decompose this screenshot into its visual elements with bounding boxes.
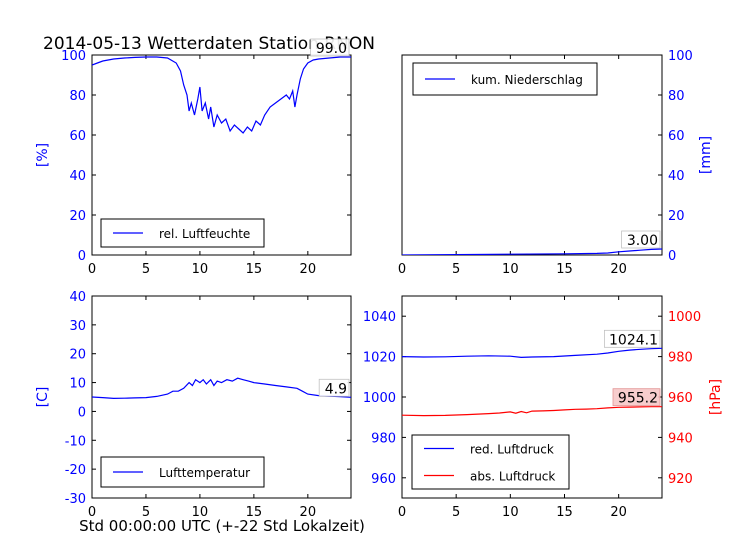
humidity-xtick-label: 5	[142, 262, 150, 277]
temperature-legend-label: Lufttemperatur	[159, 466, 250, 480]
temperature-annotation-label: 4.9	[325, 381, 347, 397]
humidity-ytick-label: 20	[69, 209, 86, 224]
precipitation-legend: kum. Niederschlag	[412, 62, 598, 96]
pressure-ytick-label-right: 940	[668, 431, 693, 446]
figure-title: 2014-05-13 Wetterdaten Station RNON	[43, 34, 375, 54]
pressure-xtick-label: 0	[398, 505, 406, 520]
pressure-series-line-0	[402, 347, 662, 359]
pressure-xtick-label: 20	[610, 505, 627, 520]
temperature-ytick-label: 20	[69, 348, 86, 363]
pressure-legend-label: red. Luftdruck	[470, 443, 554, 457]
pressure-ytick-label: 980	[371, 431, 396, 446]
pressure-annotation-label: 955.2	[618, 391, 658, 407]
chart-precipitation: 0 5 10 15 20 0 20 40 60 80 100 [mm] 3.00 kum. Nieders…	[398, 49, 714, 277]
temperature-xtick-label: 15	[246, 505, 263, 520]
pressure-ylabel-right: [hPa]	[708, 379, 724, 415]
pressure-legend-box	[411, 434, 570, 490]
precipitation-ytick-label: 80	[668, 89, 685, 104]
precipitation-ytick-label: 100	[668, 49, 693, 64]
pressure-xtick-label: 15	[556, 505, 573, 520]
precipitation-xtick-label: 20	[610, 262, 627, 277]
pressure-ytick-label-right: 920	[668, 472, 693, 487]
precipitation-ytick-label: 60	[668, 129, 685, 144]
temperature-xtick-label: 20	[300, 505, 317, 520]
humidity-legend-label: rel. Luftfeuchte	[159, 227, 250, 241]
precipitation-ylabel: [mm]	[698, 136, 714, 174]
temperature-ylabel: [C]	[35, 387, 51, 408]
pressure-annotation-label: 1024.1	[609, 332, 658, 348]
humidity-ytick-label: 80	[69, 89, 86, 104]
temperature-legend: Lufttemperatur	[100, 456, 265, 488]
pressure-annotation-box	[612, 388, 661, 407]
humidity-ytick-label: 60	[69, 129, 86, 144]
precipitation-xtick-label: 5	[452, 262, 460, 277]
temperature-ytick-label: -20	[65, 463, 86, 478]
precipitation-ytick-label: 0	[668, 249, 676, 264]
pressure-xtick-label: 5	[452, 505, 460, 520]
pressure-legend-label: abs. Luftdruck	[470, 470, 555, 484]
pressure-ytick-label-right: 980	[668, 351, 693, 366]
temperature-xtick-label: 0	[88, 505, 96, 520]
humidity-series-line-0	[92, 56, 351, 134]
pressure-ytick-label: 1000	[363, 391, 396, 406]
temperature-ytick-label: 40	[69, 290, 86, 305]
temperature-series-line-0	[92, 377, 351, 400]
pressure-ytick-label-right: 1000	[668, 310, 701, 325]
pressure-ytick-label: 1040	[363, 310, 396, 325]
precipitation-legend-label: kum. Niederschlag	[471, 73, 583, 87]
precipitation-series-line-0	[402, 248, 662, 255]
temperature-xtick-label: 10	[192, 505, 209, 520]
humidity-legend: rel. Luftfeuchte	[100, 218, 265, 248]
pressure-ytick-label-right: 960	[668, 391, 693, 406]
temperature-ytick-label: -10	[65, 434, 86, 449]
temperature-ytick-label: 30	[69, 319, 86, 334]
chart-temperature: 0 5 10 15 20 -30 -20 -10 0 10 20 30 40 [C] 4.9 Lufttemp…	[35, 290, 352, 520]
precipitation-xtick-label: 10	[502, 262, 519, 277]
pressure-ytick-label: 960	[371, 472, 396, 487]
chart-pressure: 0 5 10 15 20 960 980 1000 1020 1040 920 940 960 980 10…	[363, 295, 724, 520]
humidity-axes-frame	[91, 54, 352, 256]
precipitation-annotation-box	[621, 230, 661, 249]
x-axis-label: Std 00:00:00 UTC (+-22 Std Lokalzeit)	[79, 517, 365, 535]
precipitation-ytick-label: 40	[668, 169, 685, 184]
humidity-ytick-label: 0	[78, 249, 86, 264]
humidity-ytick-label: 100	[61, 49, 86, 64]
humidity-xtick-label: 10	[192, 262, 209, 277]
temperature-xtick-label: 5	[142, 505, 150, 520]
humidity-xtick-label: 20	[300, 262, 317, 277]
humidity-xtick-label: 0	[88, 262, 96, 277]
temperature-annotation-box	[318, 378, 350, 397]
humidity-annotation-box	[310, 38, 350, 57]
pressure-legend: red. Luftdruck abs. Luftdruck	[411, 434, 570, 490]
temperature-ytick-label: 10	[69, 377, 86, 392]
pressure-ytick-label: 1020	[363, 351, 396, 366]
humidity-ylabel: [%]	[35, 143, 51, 167]
pressure-xtick-label: 10	[502, 505, 519, 520]
chart-humidity: 0 5 10 15 20 0 20 40 60 80 100 [%] 99.0 rel. Luftfeuc…	[35, 38, 352, 277]
temperature-ytick-label: 0	[78, 405, 86, 420]
temperature-ytick-label: -30	[65, 492, 86, 507]
humidity-xtick-label: 15	[246, 262, 263, 277]
precipitation-annotation-label: 3.00	[627, 233, 658, 249]
precipitation-axes-frame	[401, 54, 663, 256]
precipitation-xtick-label: 15	[556, 262, 573, 277]
humidity-ytick-label: 40	[69, 169, 86, 184]
precipitation-ytick-label: 20	[668, 209, 685, 224]
pressure-annotation-box	[604, 329, 661, 348]
humidity-annotation-label: 99.0	[316, 41, 347, 57]
precipitation-xtick-label: 0	[398, 262, 406, 277]
pressure-series-line-1	[402, 406, 662, 417]
